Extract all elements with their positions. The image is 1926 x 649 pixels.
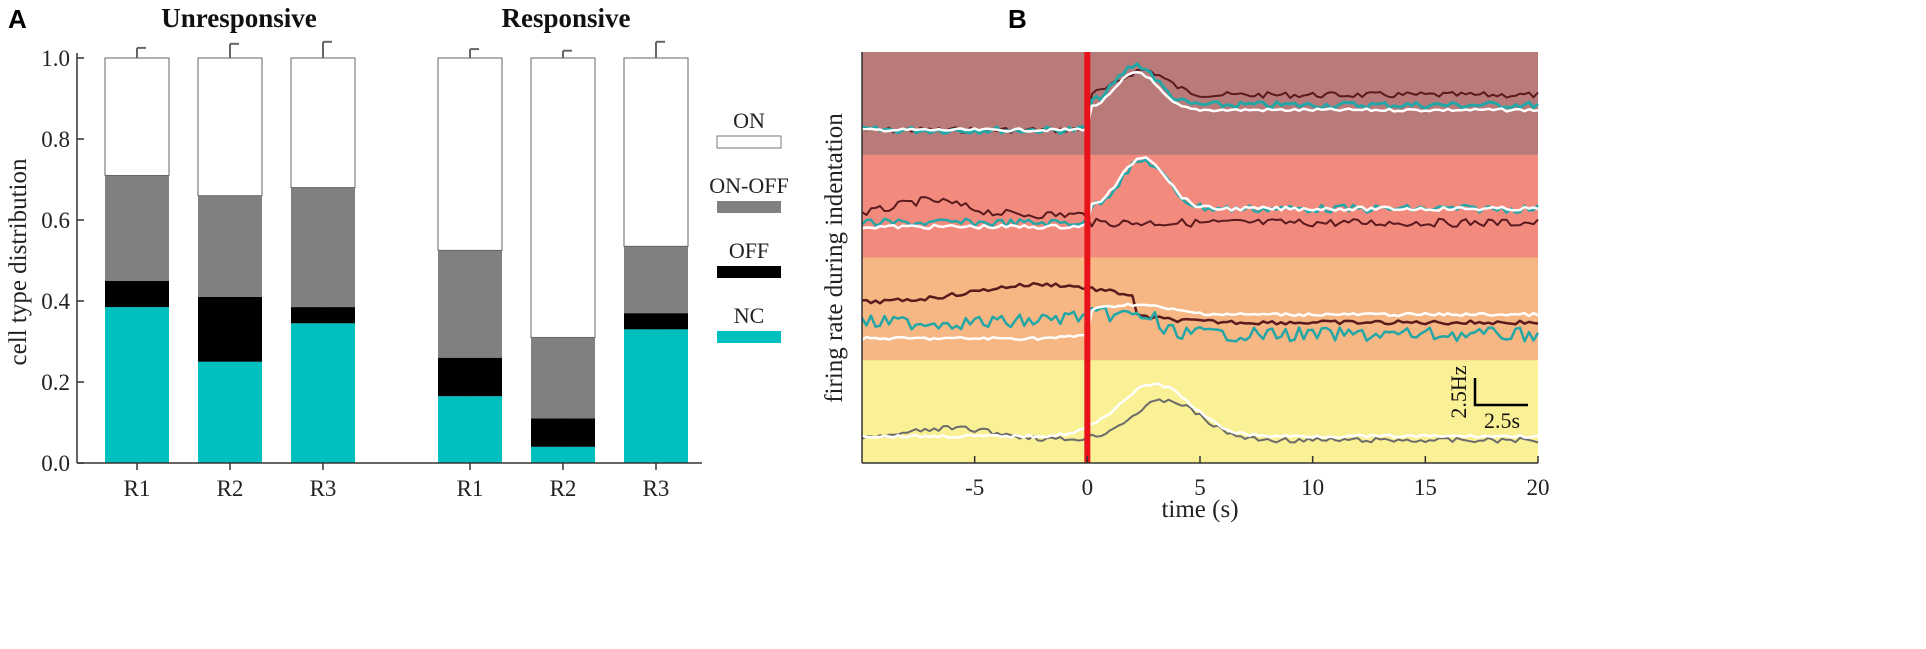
bar-segment-onoff: [198, 195, 262, 297]
group-title-unresponsive: Unresponsive: [161, 3, 317, 33]
traces: [860, 62, 1540, 444]
bar-segment-nc: [438, 396, 502, 463]
bar-segment-on: [437, 57, 503, 251]
trace-white: [862, 70, 1539, 133]
bar-segment-onoff: [531, 337, 595, 419]
bar-segment-on: [530, 57, 596, 338]
y-axis-label-b: firing rate during indentation: [821, 113, 848, 403]
bar-segment-onoff: [105, 175, 169, 281]
bar-segment-onoff: [291, 187, 355, 308]
scale-bar-x-label: 2.5s: [1484, 408, 1520, 433]
bar-segment-nc: [105, 307, 169, 463]
trace-white: [861, 382, 1539, 439]
y-axis: 0.0 0.2 0.4 0.6 0.8 1.0: [41, 46, 84, 476]
bar-segment-nc: [198, 361, 262, 463]
legend-label: ON-OFF: [709, 173, 788, 198]
legend-swatch: [716, 135, 782, 149]
scale-bar-y-label: 2.5Hz: [1446, 365, 1471, 418]
x-tick-label: 15: [1414, 475, 1437, 500]
y-tick-label: 0.2: [41, 370, 70, 395]
panel-b-label: B: [1008, 4, 1027, 34]
trace-white: [861, 302, 1539, 342]
bar-segment-off: [291, 307, 355, 324]
x-tick-label: 20: [1527, 475, 1550, 500]
bar-segment-onoff: [438, 250, 502, 358]
bar-segment-onoff: [624, 246, 688, 314]
group-title-responsive: Responsive: [501, 3, 630, 33]
bar-segment-nc: [291, 323, 355, 463]
bar-segment-off: [438, 357, 502, 397]
trace-gray: [861, 398, 1539, 444]
bar-segment-on: [623, 57, 689, 247]
bar-segment-on: [197, 57, 263, 197]
x-tick-label: R3: [643, 476, 670, 501]
x-tick-label: R1: [457, 476, 484, 501]
x-tick-label: R2: [217, 476, 244, 501]
y-tick-label: 0.8: [41, 127, 70, 152]
trace-white: [861, 156, 1539, 230]
y-tick-label: 0.0: [41, 451, 70, 476]
bar-segment-on: [290, 57, 356, 189]
y-tick-label: 0.6: [41, 208, 70, 233]
x-tick-label: R3: [310, 476, 337, 501]
bar-segment-off: [624, 313, 688, 330]
y-tick-label: 1.0: [41, 46, 70, 71]
axes: -5 0 5 10 15 20: [861, 52, 1550, 500]
firing-rate-chart: -5 0 5 10 15 20 time (s) firing rate during i…: [821, 52, 1550, 523]
legend-label: NC: [734, 303, 765, 328]
bar-segment-nc: [531, 446, 595, 463]
x-tick-label: 10: [1301, 475, 1324, 500]
legend-swatch: [717, 201, 781, 213]
y-axis-label: cell type distribution: [5, 158, 32, 365]
trace-teal: [861, 62, 1539, 135]
scale-bar-lines: [1473, 378, 1528, 407]
x-tick-label: R1: [124, 476, 151, 501]
legend-swatch: [717, 331, 781, 343]
band-3: [862, 257, 1538, 361]
panel-a-label: A: [8, 4, 27, 34]
x-tick-label: 5: [1194, 475, 1206, 500]
bar-segment-off: [531, 418, 595, 447]
scale-bar: 2.5Hz 2.5s: [1446, 365, 1528, 433]
legend-label: ON: [733, 108, 765, 133]
stacked-bar-chart: 0.0 0.2 0.4 0.6 0.8 1.0 cell type distributio…: [5, 3, 789, 501]
x-tick-label: -5: [965, 475, 984, 500]
legend: ON ON-OFF OFF NC: [709, 108, 789, 343]
legend-label: OFF: [729, 238, 769, 263]
trace-teal: [860, 306, 1540, 343]
bar-segment-off: [105, 280, 169, 308]
bar-segment-on: [104, 57, 170, 176]
legend-swatch: [717, 266, 781, 278]
x-tick-label: R2: [550, 476, 577, 501]
trace-dark: [861, 281, 1539, 326]
x-tick-label: 0: [1082, 475, 1094, 500]
y-tick-label: 0.4: [41, 289, 70, 314]
bar-segment-off: [198, 296, 262, 362]
condition-bands: [862, 52, 1538, 464]
bar-segment-nc: [624, 329, 688, 463]
bars: R1 R2 R3 R1 R2 R3: [77, 40, 702, 501]
x-axis-label: time (s): [1161, 496, 1238, 523]
trace-dark: [861, 196, 1539, 228]
